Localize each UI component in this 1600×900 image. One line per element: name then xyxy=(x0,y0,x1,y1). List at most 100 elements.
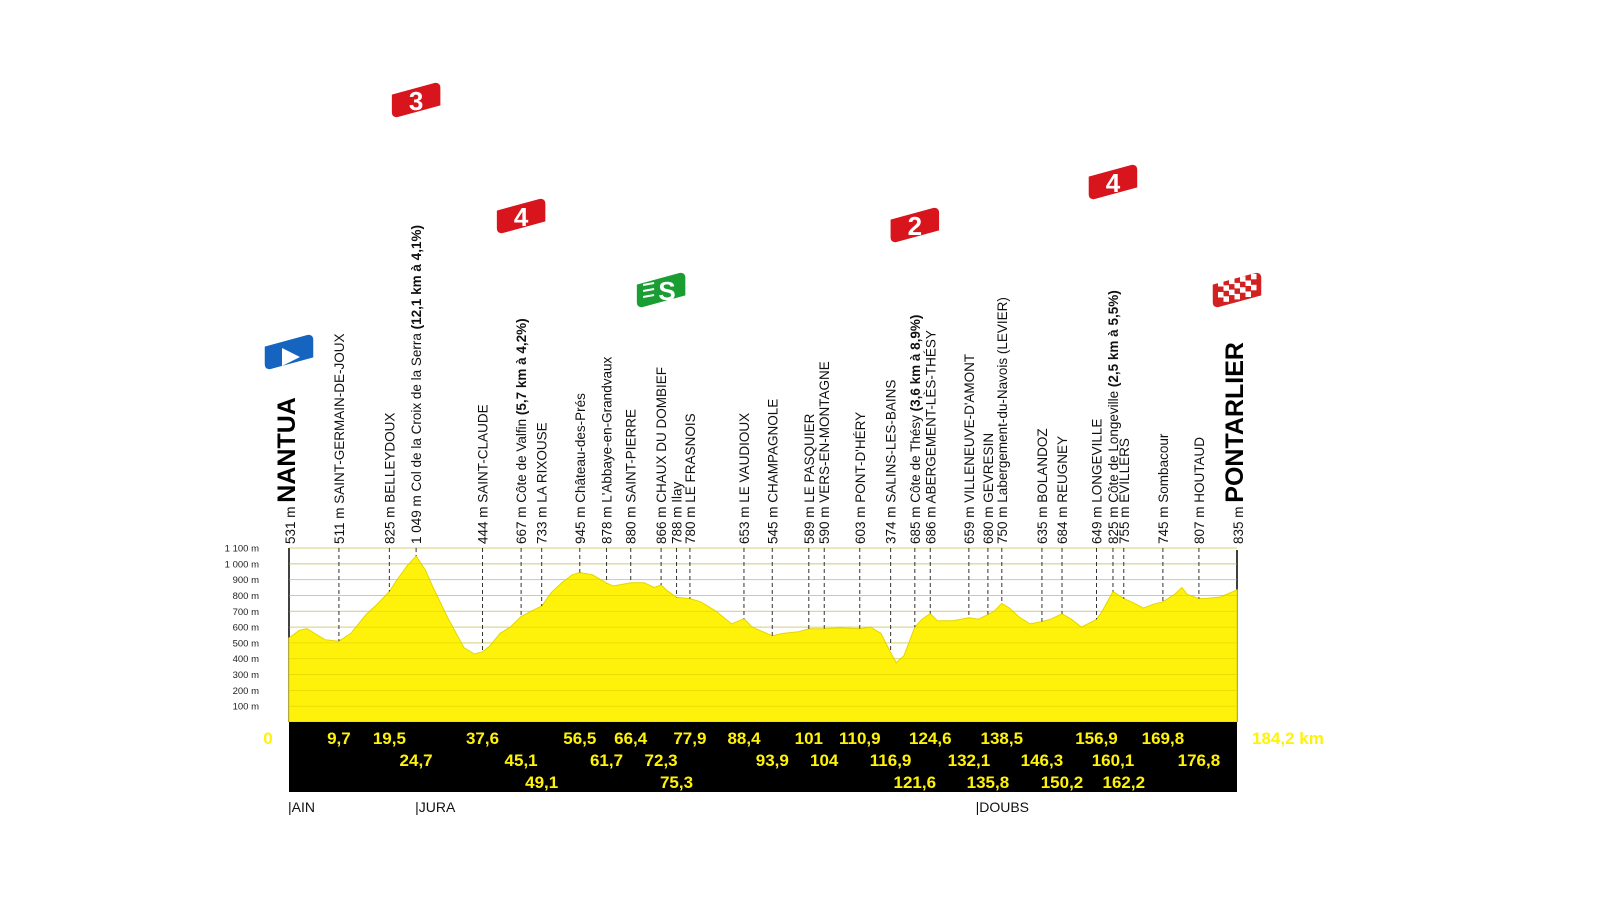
waypoint-name: LA RIXOUSE xyxy=(535,422,550,502)
department-label: |JURA xyxy=(415,799,456,815)
waypoint-name: Côte de Valfin xyxy=(514,419,529,503)
waypoint-label: 659 m VILLENEUVE-D'AMONT xyxy=(962,354,977,544)
waypoint-guides xyxy=(338,548,1200,653)
waypoint-altitude: 653 m xyxy=(737,506,752,544)
distance-label: 37,6 xyxy=(466,729,499,748)
waypoint-label: 667 m Côte de Valfin (5,7 km à 4,2%) xyxy=(514,318,529,544)
altitude-tick-label: 700 m xyxy=(233,607,259,618)
department-labels: |AIN |JURA |DOUBS xyxy=(288,799,1029,815)
waypoint-label: 750 m Labergement-du-Navois (LEVIER) xyxy=(995,297,1010,544)
distance-label: 75,3 xyxy=(660,773,693,792)
waypoint-altitude: 878 m xyxy=(600,506,615,544)
distance-label: 24,7 xyxy=(400,751,433,770)
distance-label: 176,8 xyxy=(1178,751,1221,770)
start-arrow-icon xyxy=(282,348,300,366)
waypoint-label: 684 m REUGNEY xyxy=(1055,436,1070,544)
waypoint-label: 653 m LE VAUDIOUX xyxy=(737,413,752,544)
altitude-tick-label: 400 m xyxy=(233,654,259,665)
climb-category-marker xyxy=(889,206,941,244)
waypoint-altitude: 880 m xyxy=(624,506,639,544)
waypoint-label: 733 m LA RIXOUSE xyxy=(535,422,550,544)
town-altitude: 531 m xyxy=(283,506,298,544)
elevation-profile-area xyxy=(288,555,1238,723)
altitude-tick-label: 1 000 m xyxy=(225,559,259,570)
altitude-tick-label: 200 m xyxy=(233,686,259,697)
finish-town-label: 835 m PONTARLIER xyxy=(1221,342,1249,544)
waypoint-label: 589 m LE PASQUIER xyxy=(802,413,817,544)
distance-label: 156,9 xyxy=(1075,729,1118,748)
waypoint-name: SAINT-PIERRE xyxy=(624,409,639,503)
checkered-flag-icon xyxy=(1218,273,1257,302)
distance-label: 138,5 xyxy=(981,729,1024,748)
waypoint-altitude: 825 m xyxy=(1106,506,1121,544)
distance-label: 169,8 xyxy=(1142,729,1185,748)
department-name: DOUBS xyxy=(979,799,1029,815)
waypoint-altitude: 788 m xyxy=(670,506,685,544)
start-town-label: 531 m NANTUA xyxy=(273,397,301,544)
distance-label: 104 xyxy=(810,751,839,770)
waypoint-name: Sombacour xyxy=(1156,433,1171,503)
waypoint-name: BELLEYDOUX xyxy=(382,413,397,503)
waypoint-name: Côte de Thésy xyxy=(908,415,923,503)
town-altitude: 835 m xyxy=(1231,506,1246,544)
distance-label: 88,4 xyxy=(727,729,761,748)
waypoint-label: 374 m SALINS-LES-BAINS xyxy=(884,380,899,544)
altitude-tick-label: 100 m xyxy=(233,702,259,713)
waypoint-label: 590 m VERS-EN-MONTAGNE xyxy=(817,361,832,544)
distance-label: 146,3 xyxy=(1021,751,1064,770)
distance-label: 124,6 xyxy=(909,729,952,748)
start-distance-label: 0 xyxy=(263,729,272,748)
climb-category-marker xyxy=(390,81,442,119)
waypoint-name: SALINS-LES-BAINS xyxy=(884,380,899,503)
waypoint-name: PONT-D'HÉRY xyxy=(853,412,868,503)
waypoint-name: Château-des-Prés xyxy=(573,393,588,503)
distance-label: 101 xyxy=(795,729,823,748)
waypoint-name: CHAUX DU DOMBIEF xyxy=(654,367,669,503)
distance-label: 9,7 xyxy=(327,729,351,748)
waypoint-label: 807 m HOUTAUD xyxy=(1192,437,1207,544)
waypoint-name: Côte de Longeville xyxy=(1106,391,1121,503)
waypoint-altitude: 635 m xyxy=(1035,506,1050,544)
waypoint-name: SAINT-CLAUDE xyxy=(476,404,491,502)
waypoint-altitude: 684 m xyxy=(1055,506,1070,544)
waypoint-altitude: 733 m xyxy=(535,506,550,544)
distance-label: 93,9 xyxy=(756,751,789,770)
distance-label: 77,9 xyxy=(673,729,706,748)
waypoint-altitude: 807 m xyxy=(1192,506,1207,544)
waypoint-label: 545 m CHAMPAGNOLE xyxy=(765,399,780,544)
sprint-marker xyxy=(635,271,687,309)
sprint-label: S xyxy=(658,276,675,306)
waypoint-label: 825 m BELLEYDOUX xyxy=(382,413,397,544)
waypoint-label: 878 m L'Abbaye-en-Grandvaux xyxy=(600,357,615,544)
distance-label: 61,7 xyxy=(590,751,623,770)
waypoint-altitude: 686 m xyxy=(923,506,938,544)
waypoint-altitude: 745 m xyxy=(1156,506,1171,544)
climb-detail: (12,1 km à 4,1%) xyxy=(409,225,424,329)
waypoint-labels: 511 m SAINT-GERMAIN-DE-JOUX 825 m BELLEYD… xyxy=(273,225,1249,544)
waypoint-label: 880 m SAINT-PIERRE xyxy=(624,409,639,544)
waypoint-label: 1 049 m Col de la Croix de la Serra (12,… xyxy=(409,225,424,544)
waypoint-altitude: 685 m xyxy=(908,506,923,544)
town-name: NANTUA xyxy=(273,397,301,503)
waypoint-name: VERS-EN-MONTAGNE xyxy=(817,361,832,503)
altitude-tick-label: 800 m xyxy=(233,591,259,602)
waypoint-label: 866 m CHAUX DU DOMBIEF xyxy=(654,367,669,544)
waypoint-label: 680 m GEVRESIN xyxy=(981,433,996,544)
distance-label: 132,1 xyxy=(948,751,991,770)
climb-category-marker xyxy=(1087,163,1139,201)
sprint-lines-icon xyxy=(642,282,655,298)
waypoint-altitude: 649 m xyxy=(1090,506,1105,544)
distance-label: 160,1 xyxy=(1092,751,1135,770)
department-name: JURA xyxy=(419,799,456,815)
distance-label: 162,2 xyxy=(1103,773,1146,792)
distance-labels: 9,7 19,5 24,7 37,6 45,1 49,1 56,5 61,7 66,4 72,3 7… xyxy=(327,729,1220,792)
distance-label: 135,8 xyxy=(967,773,1010,792)
distance-label: 150,2 xyxy=(1041,773,1084,792)
waypoint-name: Labergement-du-Navois (LEVIER) xyxy=(995,297,1010,503)
altitude-tick-label: 600 m xyxy=(233,623,259,634)
waypoint-label: 685 m Côte de Thésy (3,6 km à 8,9%) xyxy=(908,315,923,544)
climb-detail: (5,7 km à 4,2%) xyxy=(514,318,529,415)
waypoint-label: 686 m ABERGEMENT-LÈS-THÉSY xyxy=(923,330,938,544)
climb-category-label: 3 xyxy=(409,86,423,116)
